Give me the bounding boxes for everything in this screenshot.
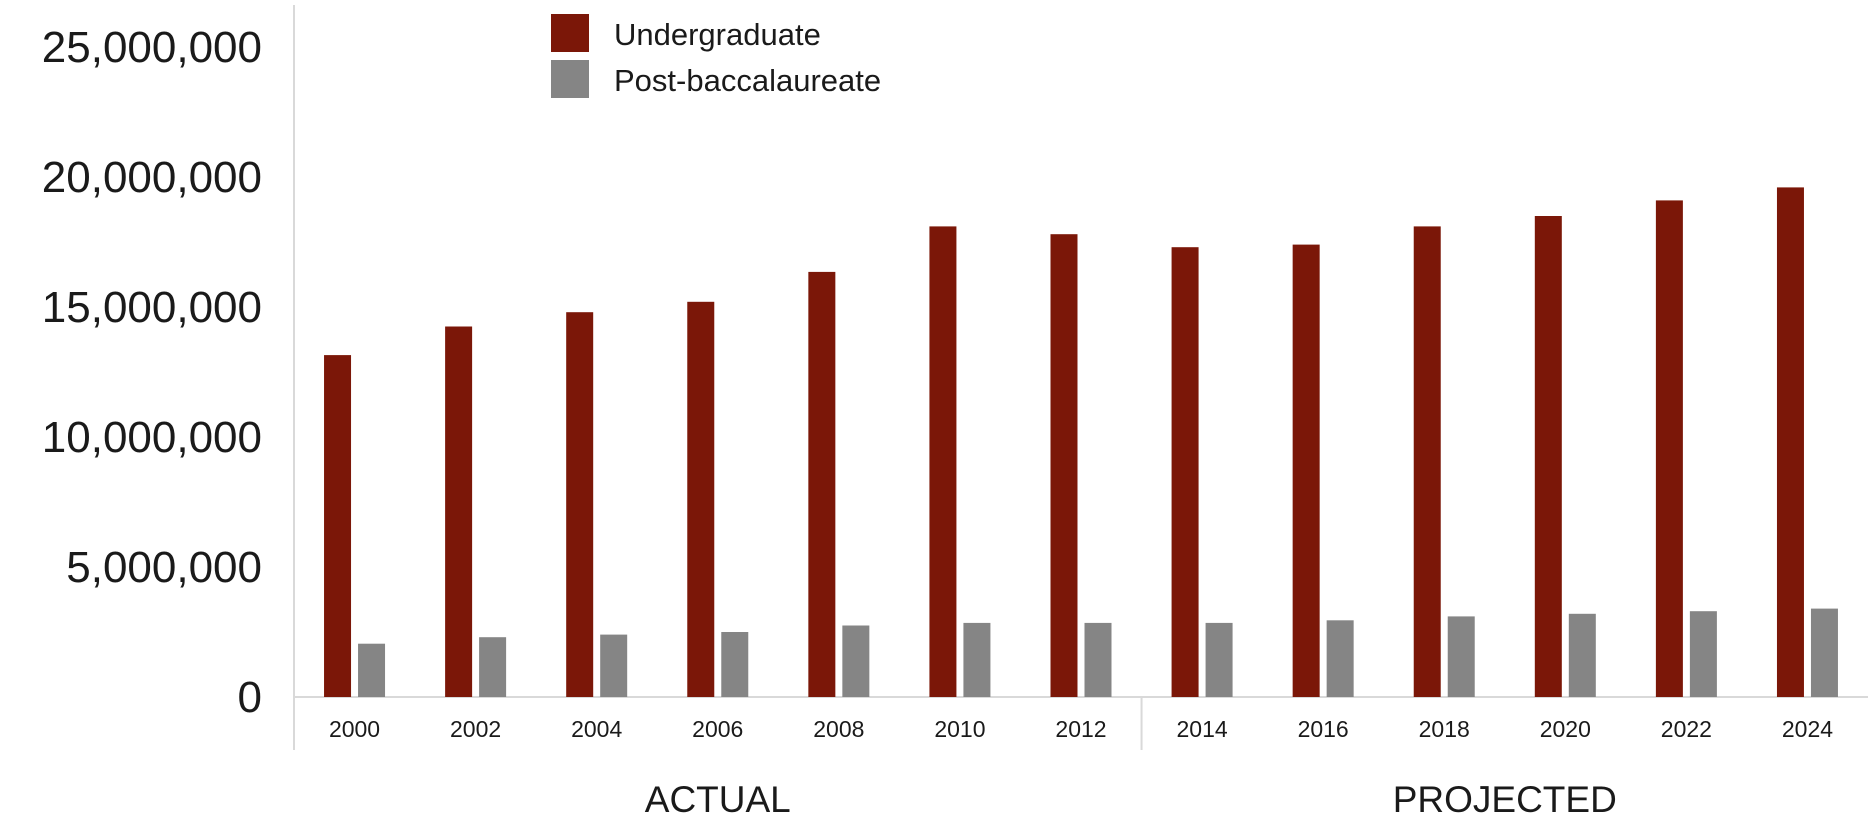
bar-undergraduate-2010 — [929, 226, 957, 697]
bars — [324, 187, 1838, 697]
bar-undergraduate-2014 — [1171, 247, 1199, 697]
bar-undergraduate-2018 — [1413, 226, 1441, 697]
bar-post-baccalaureate-2020 — [1568, 613, 1596, 697]
x-tick-label: 2024 — [1782, 716, 1833, 742]
legend: Undergraduate Post-baccalaureate — [551, 14, 881, 98]
bar-post-baccalaureate-2004 — [600, 634, 628, 697]
x-tick-label: 2018 — [1419, 716, 1470, 742]
x-axis-ticks: 2000 2002 2004 2006 2008 2010 2012 2014 2016 2018… — [329, 716, 1833, 742]
bar-post-baccalaureate-2024 — [1810, 608, 1838, 697]
bar-undergraduate-2006 — [687, 301, 715, 697]
y-tick-label: 5,000,000 — [66, 543, 262, 592]
legend-swatch-post-baccalaureate — [551, 60, 589, 98]
x-tick-label: 2004 — [571, 716, 622, 742]
y-tick-label: 25,000,000 — [42, 23, 262, 72]
bar-undergraduate-2002 — [445, 326, 473, 697]
legend-swatch-undergraduate — [551, 14, 589, 52]
y-tick-label: 10,000,000 — [42, 413, 262, 462]
y-tick-label: 0 — [238, 673, 262, 722]
x-tick-label: 2020 — [1540, 716, 1591, 742]
bar-post-baccalaureate-2002 — [479, 637, 507, 697]
x-tick-label: 2022 — [1661, 716, 1712, 742]
bar-post-baccalaureate-2008 — [842, 625, 870, 697]
bar-post-baccalaureate-2014 — [1205, 622, 1233, 697]
x-tick-label: 2014 — [1176, 716, 1227, 742]
bar-post-baccalaureate-2016 — [1326, 620, 1354, 697]
bar-post-baccalaureate-2006 — [721, 632, 749, 697]
x-tick-label: 2010 — [934, 716, 985, 742]
y-axis-ticks: 0 5,000,000 10,000,000 15,000,000 20,000,000… — [42, 23, 262, 722]
bar-post-baccalaureate-2000 — [358, 643, 386, 697]
bar-undergraduate-2012 — [1050, 234, 1078, 697]
y-tick-label: 20,000,000 — [42, 153, 262, 202]
legend-label: Undergraduate — [614, 17, 821, 52]
bar-undergraduate-2008 — [808, 271, 836, 697]
bar-undergraduate-2022 — [1655, 200, 1683, 697]
bar-undergraduate-2024 — [1776, 187, 1804, 697]
bar-undergraduate-2016 — [1292, 244, 1320, 697]
bar-post-baccalaureate-2022 — [1689, 611, 1717, 697]
x-tick-label: 2012 — [1055, 716, 1106, 742]
bar-post-baccalaureate-2012 — [1084, 622, 1112, 697]
legend-label: Post-baccalaureate — [614, 63, 881, 98]
group-labels: ACTUAL PROJECTED — [645, 779, 1617, 820]
y-tick-label: 15,000,000 — [42, 283, 262, 332]
bar-post-baccalaureate-2010 — [963, 622, 991, 697]
x-tick-label: 2008 — [813, 716, 864, 742]
x-tick-label: 2002 — [450, 716, 501, 742]
bar-undergraduate-2000 — [324, 355, 352, 697]
bar-undergraduate-2004 — [566, 312, 594, 697]
bar-undergraduate-2020 — [1534, 216, 1562, 697]
bar-post-baccalaureate-2018 — [1447, 616, 1475, 697]
group-label-actual: ACTUAL — [645, 779, 791, 820]
group-label-projected: PROJECTED — [1393, 779, 1617, 820]
x-tick-label: 2000 — [329, 716, 380, 742]
x-tick-label: 2016 — [1298, 716, 1349, 742]
x-tick-label: 2006 — [692, 716, 743, 742]
